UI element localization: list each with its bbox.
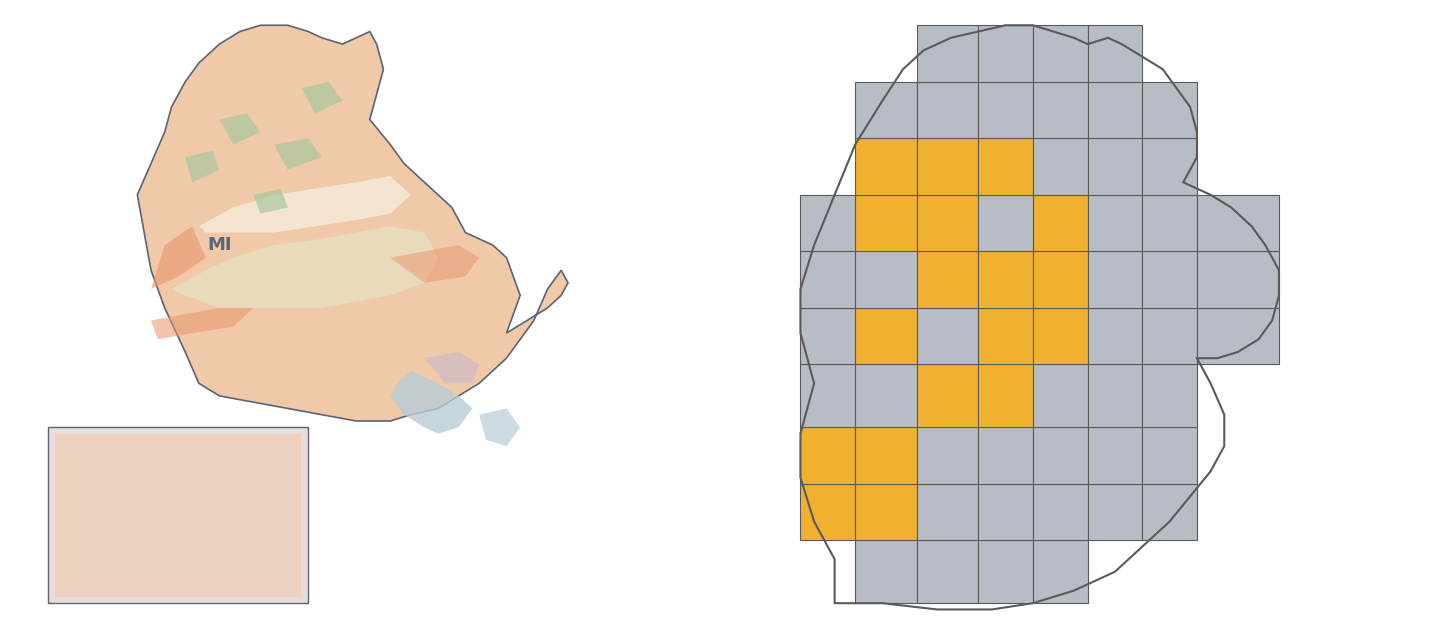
Bar: [1032, 82, 1088, 138]
Bar: [978, 251, 1032, 308]
Polygon shape: [275, 138, 322, 170]
Bar: [1088, 308, 1143, 365]
Bar: [917, 82, 978, 138]
Bar: [1088, 25, 1143, 82]
Bar: [917, 251, 978, 308]
Bar: [1032, 540, 1088, 603]
Bar: [1143, 251, 1197, 308]
Bar: [1032, 484, 1088, 540]
Bar: [978, 138, 1032, 195]
Bar: [1032, 365, 1088, 428]
Bar: [1143, 138, 1197, 195]
Bar: [1197, 308, 1278, 365]
Bar: [1032, 138, 1088, 195]
Bar: [1088, 428, 1143, 484]
Bar: [978, 540, 1032, 603]
Bar: [978, 365, 1032, 428]
Polygon shape: [390, 370, 472, 433]
Bar: [1143, 428, 1197, 484]
Bar: [801, 251, 855, 308]
Bar: [855, 138, 917, 195]
Bar: [1088, 365, 1143, 428]
Bar: [917, 138, 978, 195]
Polygon shape: [152, 226, 206, 289]
Bar: [1143, 195, 1197, 251]
Bar: [1143, 365, 1197, 428]
Bar: [917, 540, 978, 603]
Polygon shape: [479, 408, 521, 446]
Polygon shape: [137, 25, 568, 421]
Bar: [855, 251, 917, 308]
Bar: [855, 428, 917, 484]
Bar: [855, 484, 917, 540]
Bar: [1143, 484, 1197, 540]
Bar: [917, 428, 978, 484]
Bar: [855, 195, 917, 251]
Bar: [917, 308, 978, 365]
Bar: [1032, 195, 1088, 251]
Bar: [1197, 251, 1278, 308]
Bar: [1032, 428, 1088, 484]
Polygon shape: [186, 151, 219, 182]
Bar: [978, 195, 1032, 251]
Bar: [855, 308, 917, 365]
Polygon shape: [172, 226, 438, 308]
Bar: [1088, 251, 1143, 308]
Bar: [1032, 251, 1088, 308]
Bar: [49, 428, 309, 603]
Bar: [917, 484, 978, 540]
Polygon shape: [219, 113, 260, 145]
Bar: [1088, 195, 1143, 251]
Bar: [801, 484, 855, 540]
Bar: [978, 428, 1032, 484]
Bar: [1143, 308, 1197, 365]
Polygon shape: [199, 176, 410, 233]
Bar: [917, 195, 978, 251]
Bar: [978, 25, 1032, 82]
Bar: [917, 25, 978, 82]
Bar: [1032, 308, 1088, 365]
Bar: [1143, 82, 1197, 138]
Bar: [1088, 82, 1143, 138]
Bar: [855, 540, 917, 603]
Bar: [917, 365, 978, 428]
Bar: [855, 82, 917, 138]
Polygon shape: [152, 308, 253, 339]
Bar: [801, 365, 855, 428]
Bar: [1032, 25, 1088, 82]
Bar: [978, 308, 1032, 365]
Bar: [978, 484, 1032, 540]
Bar: [1088, 138, 1143, 195]
Bar: [978, 82, 1032, 138]
Polygon shape: [302, 82, 342, 113]
Text: MI: MI: [207, 236, 232, 254]
Bar: [801, 195, 855, 251]
Polygon shape: [253, 188, 287, 213]
Polygon shape: [390, 245, 479, 283]
Bar: [1088, 484, 1143, 540]
Bar: [56, 433, 302, 597]
Bar: [801, 308, 855, 365]
Polygon shape: [425, 352, 479, 383]
Bar: [1197, 195, 1278, 251]
Bar: [855, 365, 917, 428]
Bar: [801, 428, 855, 484]
